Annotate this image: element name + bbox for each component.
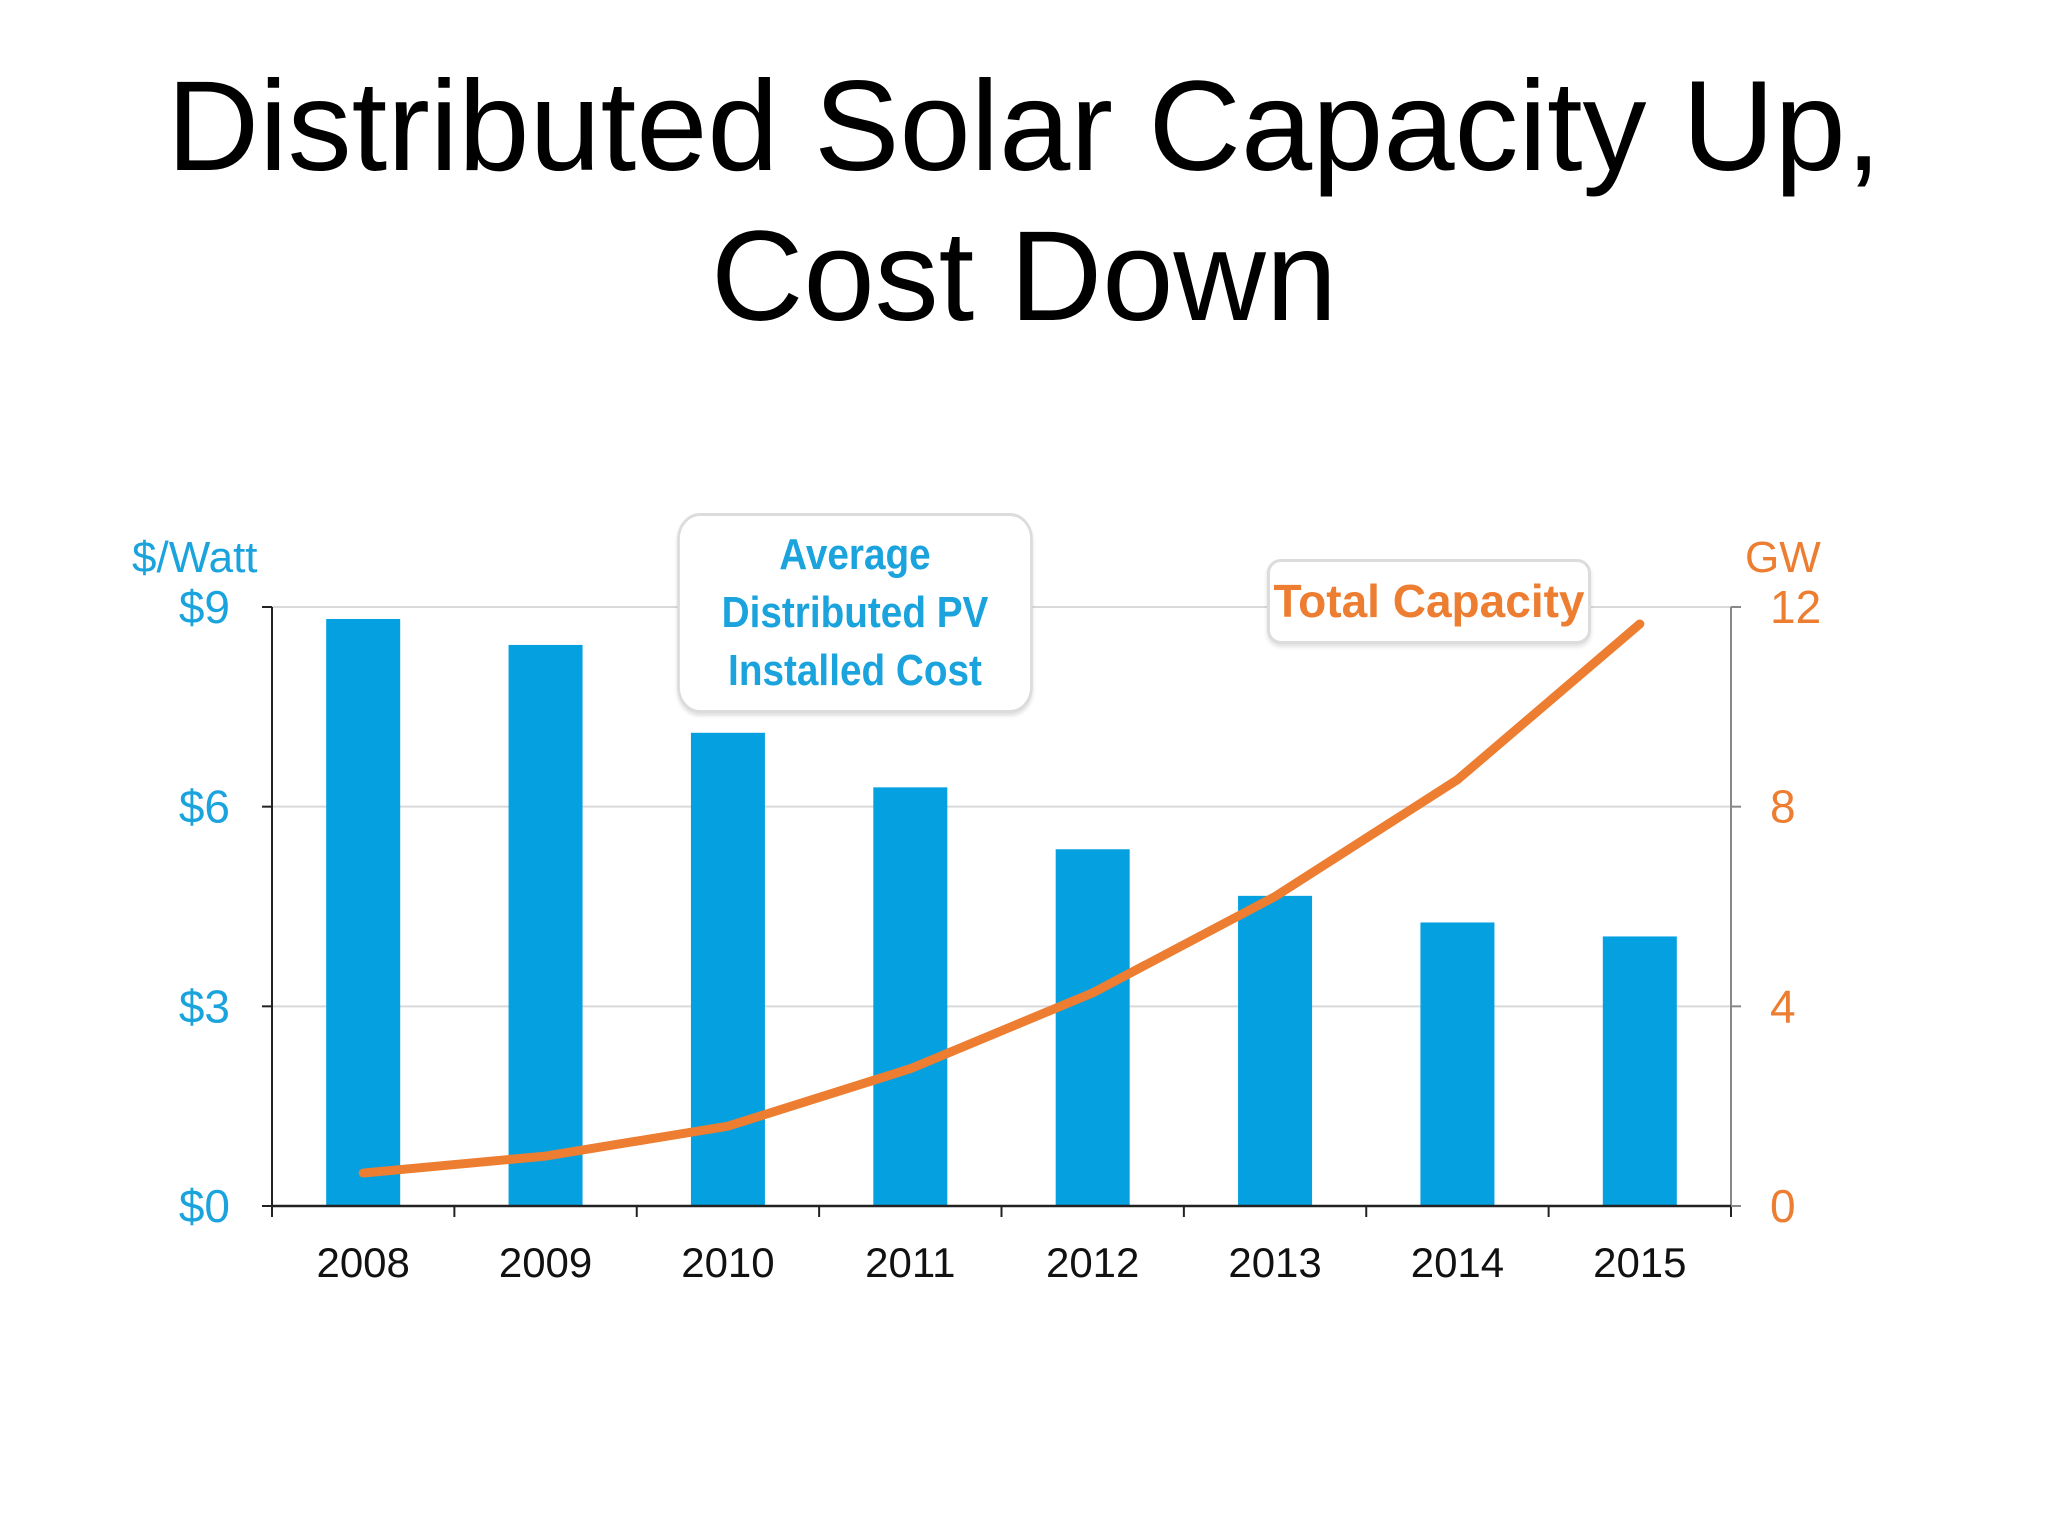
x-tick-label: 2014: [1411, 1239, 1504, 1286]
title-line-1: Distributed Solar Capacity Up,: [166, 55, 1882, 198]
right-tick-label: 12: [1770, 581, 1821, 633]
bar-2010: [690, 732, 765, 1206]
x-tick-label: 2013: [1228, 1239, 1321, 1286]
bar-2009: [508, 644, 583, 1206]
right-axis-title: GW: [1745, 533, 1821, 582]
x-tick-label: 2015: [1593, 1239, 1686, 1286]
right-tick-label: 8: [1770, 781, 1796, 833]
left-tick-label: $9: [179, 581, 230, 633]
x-tick-label: 2009: [499, 1239, 592, 1286]
bar-2012: [1055, 849, 1130, 1206]
x-tick-label: 2010: [681, 1239, 774, 1286]
line-series-callout: Total Capacity: [1267, 559, 1591, 644]
left-axis-title: $/Watt: [132, 533, 258, 582]
capacity-line: [358, 619, 1645, 1178]
bar-2011: [873, 787, 948, 1206]
bar-2013: [1238, 895, 1313, 1206]
left-tick-label: $3: [179, 980, 230, 1032]
callout-line: Distributed PV: [721, 588, 989, 637]
bar-2015: [1602, 936, 1677, 1206]
right-tick-label: 4: [1770, 980, 1796, 1032]
callout-line: Installed Cost: [728, 646, 982, 695]
slide-title: Distributed Solar Capacity Up, Cost Down: [0, 52, 2048, 352]
right-tick-label: 0: [1770, 1180, 1796, 1232]
bar-series-callout: Average Distributed PV Installed Cost: [677, 513, 1033, 713]
x-tick-label: 2011: [865, 1239, 955, 1286]
left-tick-label: $0: [179, 1180, 230, 1232]
callout-line: Average: [779, 530, 931, 579]
title-line-2: Cost Down: [711, 205, 1337, 348]
bar-2008: [326, 618, 401, 1206]
x-tick-label: 2008: [316, 1239, 409, 1286]
bar-2014: [1420, 922, 1495, 1206]
left-tick-label: $6: [179, 781, 230, 833]
x-tick-label: 2012: [1046, 1239, 1139, 1286]
